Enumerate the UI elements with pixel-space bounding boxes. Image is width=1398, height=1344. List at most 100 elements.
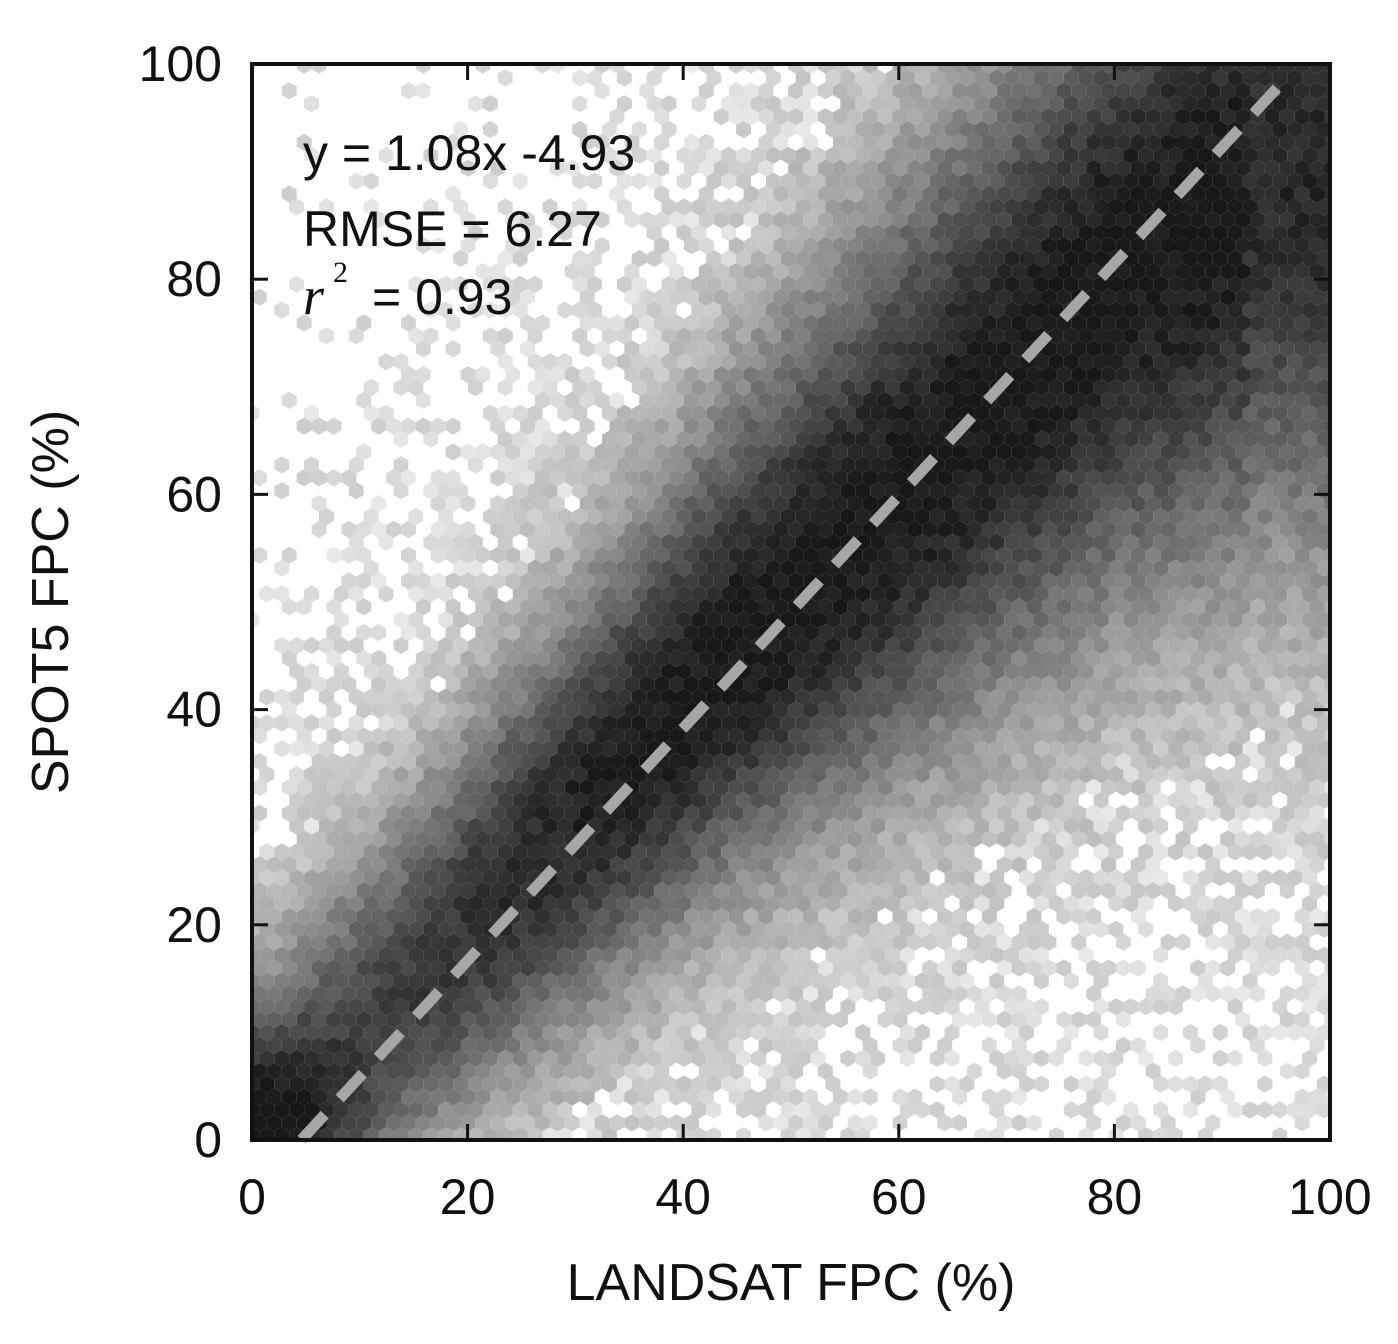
hexbin-cell [624, 727, 640, 745]
hexbin-cell [862, 598, 878, 616]
hexbin-cell [1279, 830, 1295, 848]
hexbin-cell [609, 443, 625, 461]
hexbin-cell [430, 237, 446, 255]
hexbin-cell [497, 1127, 513, 1140]
hexbin-cell [698, 520, 714, 538]
hexbin-cell [378, 740, 394, 758]
hexbin-cell [929, 585, 945, 603]
hexbin-cell [1212, 714, 1228, 732]
hexbin-cell [609, 417, 625, 435]
hexbin-cell [944, 69, 960, 87]
hexbin-cell [550, 1140, 565, 1157]
hexbin-cell [728, 1011, 744, 1029]
hexbin-cell [460, 753, 476, 771]
hexbin-cell [967, 598, 982, 616]
hexbin-cell [1145, 495, 1161, 513]
hexbin-cell [1041, 598, 1057, 616]
hexbin-cell [736, 791, 751, 809]
hexbin-cell [885, 198, 900, 216]
hexbin-cell [1034, 817, 1049, 835]
hexbin-cell [721, 714, 737, 732]
hexbin-cell [1108, 636, 1124, 655]
hexbin-cell [885, 765, 900, 784]
hexbin-cell [1317, 688, 1330, 706]
hexbin-cell [1034, 559, 1049, 577]
hexbin-cell [624, 495, 640, 513]
hexbin-cell [847, 495, 863, 513]
hexbin-cell [520, 675, 535, 693]
hexbin-cell [773, 1036, 789, 1054]
hexbin-cell [892, 907, 908, 925]
hexbin-cell [721, 404, 737, 422]
hexbin-cell [907, 443, 923, 461]
hexbin-cell [669, 262, 684, 280]
hexbin-cell [780, 740, 796, 758]
hexbin-cell [847, 598, 863, 616]
hexbin-cell [1019, 843, 1034, 861]
hexbin-cell [1108, 688, 1124, 706]
hexbin-cell [512, 765, 528, 784]
hexbin-cell [579, 856, 595, 874]
hexbin-cell [1026, 108, 1042, 126]
hexbin-cell [415, 1088, 431, 1106]
hexbin-cell [348, 1127, 364, 1140]
hexbin-cell [341, 907, 357, 925]
hexbin-cell [892, 237, 908, 255]
hexbin-cell [1086, 211, 1102, 229]
hexbin-cell [795, 817, 811, 835]
hexbin-cell [266, 1011, 282, 1029]
hexbin-cell [989, 456, 1005, 474]
hexbin-cell [631, 688, 647, 706]
hexbin-cell [490, 624, 506, 642]
hexbin-cell [557, 869, 573, 887]
hexbin-cell [698, 675, 714, 693]
hexbin-cell [631, 869, 647, 887]
hexbin-cell [460, 495, 476, 513]
hexbin-cell [1302, 404, 1317, 422]
hexbin-cell [1078, 611, 1094, 629]
hexbin-cell [721, 765, 737, 784]
hexbin-cell [512, 791, 528, 809]
hexbin-cell [1011, 495, 1027, 513]
hexbin-cell [505, 495, 521, 513]
hexbin-cell [378, 146, 394, 164]
hexbin-cell [810, 507, 826, 526]
hexbin-cell [780, 275, 796, 293]
hexbin-cell [1287, 817, 1303, 835]
hexbin-cell [974, 611, 990, 629]
hexbin-cell [587, 378, 602, 397]
hexbin-cell [684, 288, 699, 306]
hexbin-cell [348, 765, 364, 784]
hexbin-cell [490, 443, 506, 461]
hexbin-cell [438, 791, 454, 809]
hexbin-cell [922, 985, 938, 1003]
hexbin-cell [1220, 391, 1236, 409]
hexbin-cell [855, 559, 871, 577]
hexbin-cell [631, 920, 647, 938]
hexbin-cell [900, 972, 915, 990]
hexbin-cell [684, 649, 699, 667]
hexbin-cell [1272, 1101, 1288, 1119]
hexbin-cell [512, 585, 528, 603]
hexbin-cell [1138, 662, 1154, 680]
hexbin-cell [1063, 275, 1079, 293]
hexbin-cell [907, 675, 923, 693]
hexbin-cell [348, 1049, 364, 1067]
hexbin-cell [1190, 340, 1206, 358]
hexbin-cell [736, 636, 751, 655]
hexbin-cell [1034, 430, 1049, 448]
hexbin-cell [780, 198, 796, 216]
hexbin-cell [989, 894, 1005, 913]
hexbin-cell [1220, 572, 1236, 590]
hexbin-cell [803, 933, 818, 951]
hexbin-cell [572, 714, 588, 732]
hexbin-cell [415, 856, 431, 874]
hexbin-cell [914, 972, 930, 990]
hexbin-cell [1108, 146, 1124, 164]
hexbin-cell [505, 701, 521, 719]
hexbin-cell [1026, 675, 1042, 693]
hexbin-cell [952, 366, 967, 384]
hexbin-cell [289, 1023, 305, 1042]
hexbin-cell [1310, 1140, 1325, 1157]
hexbin-cell [654, 882, 670, 900]
